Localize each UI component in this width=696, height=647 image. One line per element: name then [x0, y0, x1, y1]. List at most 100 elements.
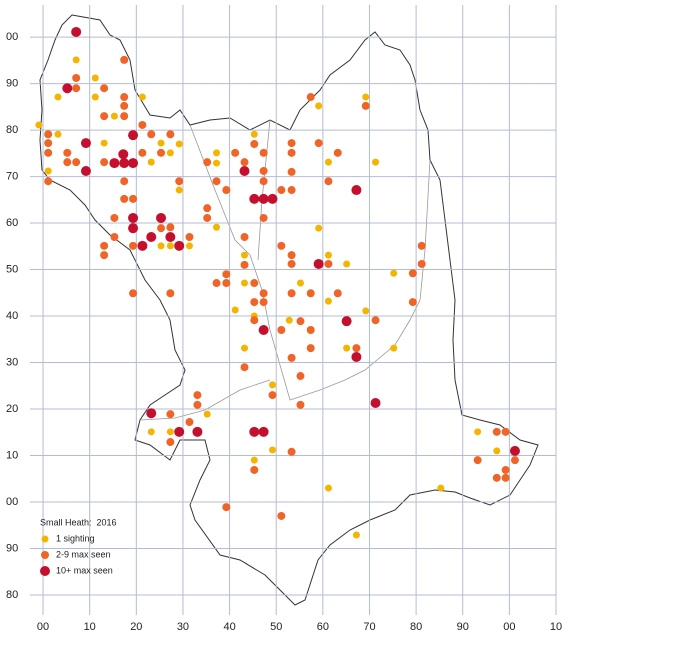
point	[231, 306, 239, 314]
point	[120, 93, 129, 102]
x-tick-label: 60	[317, 621, 329, 633]
point	[474, 428, 482, 436]
point	[285, 316, 293, 324]
point	[128, 212, 139, 223]
point	[313, 258, 324, 269]
point	[501, 473, 510, 482]
point	[157, 242, 165, 250]
point	[390, 344, 398, 352]
point	[119, 158, 130, 169]
point	[156, 212, 167, 223]
point	[174, 426, 185, 437]
point	[120, 177, 129, 186]
point	[44, 130, 53, 139]
point	[259, 213, 268, 222]
point	[157, 224, 166, 233]
y-tick-label: 90	[6, 542, 18, 554]
point	[174, 240, 185, 251]
y-tick-label: 80	[6, 589, 18, 601]
point	[250, 316, 259, 325]
point	[268, 391, 277, 400]
point	[120, 194, 129, 203]
point	[296, 372, 305, 381]
x-tick-label: 00	[503, 621, 515, 633]
point	[493, 447, 501, 455]
point	[35, 121, 43, 129]
point	[510, 456, 519, 465]
point	[185, 418, 194, 427]
point	[324, 484, 332, 492]
point	[306, 344, 315, 353]
point	[44, 139, 53, 148]
point	[175, 140, 183, 148]
x-tick-label: 20	[130, 621, 142, 633]
point	[222, 279, 231, 288]
point	[44, 177, 53, 186]
point	[128, 158, 139, 169]
point	[306, 289, 315, 298]
point	[473, 456, 482, 465]
legend-swatch	[41, 535, 49, 543]
x-tick-label: 80	[410, 621, 422, 633]
point	[80, 138, 91, 149]
point	[352, 344, 361, 353]
point	[193, 391, 202, 400]
point	[509, 445, 520, 456]
point	[166, 242, 174, 250]
point	[44, 148, 53, 157]
point	[341, 316, 352, 327]
point	[91, 93, 99, 101]
x-tick-label: 10	[550, 621, 562, 633]
point	[258, 426, 269, 437]
point	[343, 260, 351, 268]
point	[193, 400, 202, 409]
x-tick-label: 10	[84, 621, 96, 633]
point	[287, 186, 296, 195]
point	[249, 193, 260, 204]
point	[166, 130, 175, 139]
point	[324, 259, 333, 268]
point	[63, 148, 72, 157]
point	[240, 158, 249, 167]
point	[129, 241, 138, 250]
point	[249, 426, 260, 437]
point	[417, 241, 426, 250]
point	[287, 251, 296, 260]
point	[192, 426, 203, 437]
point	[287, 259, 296, 268]
point	[109, 158, 120, 169]
point	[157, 139, 165, 147]
point	[54, 93, 62, 101]
point	[306, 93, 315, 102]
point	[80, 165, 91, 176]
point	[241, 344, 249, 352]
point	[361, 101, 370, 110]
point	[250, 279, 259, 288]
point	[287, 167, 296, 176]
point	[175, 177, 184, 186]
y-tick-label: 70	[6, 170, 18, 182]
point	[129, 194, 138, 203]
point	[54, 130, 62, 138]
point	[100, 139, 108, 147]
point	[129, 289, 138, 298]
point	[296, 317, 305, 326]
point	[362, 307, 370, 315]
point	[437, 484, 445, 492]
point	[212, 279, 221, 288]
point	[250, 298, 259, 307]
point	[362, 93, 370, 101]
point	[146, 408, 157, 419]
point	[166, 223, 175, 232]
point	[147, 130, 156, 139]
point	[222, 503, 231, 512]
point	[138, 93, 146, 101]
point	[71, 26, 82, 37]
point	[100, 112, 109, 121]
point	[287, 353, 296, 362]
point	[213, 159, 221, 167]
x-tick-label: 00	[37, 621, 49, 633]
point	[324, 177, 333, 186]
point	[333, 148, 342, 157]
